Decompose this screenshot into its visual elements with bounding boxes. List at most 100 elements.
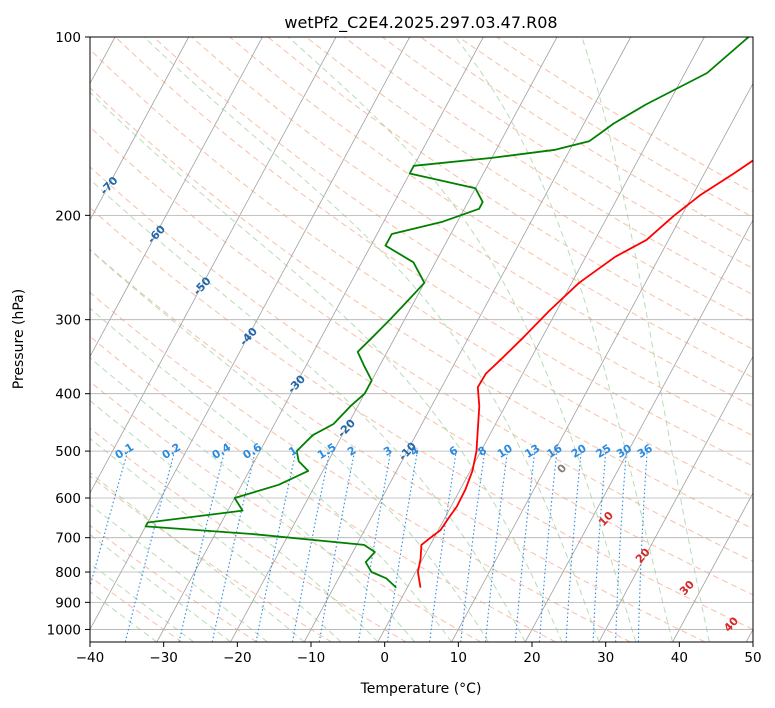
dry-adiabat-line — [90, 166, 753, 596]
mixing-ratio-label: 1.5 — [315, 441, 338, 462]
y-tick-label: 400 — [55, 387, 81, 403]
x-axis: −40 −30 −20 −10 0 10 20 30 40 50 — [76, 642, 762, 666]
plot-area — [90, 37, 753, 642]
x-tick-label: −20 — [223, 650, 252, 666]
mixing-ratio-line — [124, 450, 176, 642]
x-tick-label: −10 — [297, 650, 326, 666]
x-tick-label: 10 — [450, 650, 467, 666]
mixing-ratio-line — [255, 450, 297, 642]
moist-adiabat-line — [581, 37, 710, 642]
mixing-ratio-label: 13 — [522, 442, 542, 461]
mixing-ratio-line — [90, 450, 129, 589]
isotherm-line — [90, 37, 190, 221]
moist-adiabat-line — [90, 178, 526, 642]
x-tick-label: −30 — [149, 650, 178, 666]
moist-adiabat-label: 40 — [721, 614, 741, 634]
moist-adiabat-line — [90, 307, 452, 642]
dry-adiabat-line — [90, 206, 753, 630]
dry-adiabat-line — [90, 248, 706, 642]
dry-adiabat-line — [382, 37, 753, 270]
y-tick-label: 1000 — [47, 622, 81, 638]
moist-adiabat-line — [90, 357, 416, 642]
y-tick-label: 800 — [55, 565, 81, 581]
mixing-ratio-label: 25 — [594, 442, 614, 461]
dry-adiabat-line — [458, 37, 753, 218]
isotherm-line — [90, 37, 337, 494]
isotherm-line — [156, 37, 484, 642]
isotherm-line — [90, 37, 263, 358]
mixing-ratio-label: 20 — [569, 441, 589, 460]
x-tick-label: −40 — [76, 650, 105, 666]
mixing-ratio-line — [386, 451, 418, 642]
moist-adiabat-label: 0 — [555, 461, 570, 476]
x-tick-label: 30 — [597, 650, 614, 666]
moist-adiabat-line — [90, 249, 489, 642]
moist-adiabat-label: 30 — [677, 578, 697, 598]
dry-adiabat-line — [343, 37, 753, 296]
moist-adiabat-line — [287, 37, 637, 642]
mixing-ratio-line — [211, 450, 256, 642]
isotherm-line — [230, 37, 558, 642]
y-tick-label: 600 — [55, 491, 81, 507]
dry-adiabat-line — [90, 291, 631, 642]
x-tick-label: 20 — [523, 650, 540, 666]
dry-adiabat-line — [229, 37, 753, 379]
dry-adiabat-line — [90, 427, 407, 642]
x-tick-label: 40 — [671, 650, 688, 666]
mixing-ratio-label: 0.6 — [241, 440, 265, 462]
isotherm-label: -60 — [145, 222, 168, 246]
mixing-ratio-line — [592, 451, 607, 642]
x-tick-label: 0 — [380, 650, 389, 666]
isotherm-label: -70 — [98, 174, 121, 198]
isopleth-labels: 0.10.20.40.611.52346810131620253036-100-… — [0, 89, 742, 635]
dry-adiabat-line — [90, 575, 183, 642]
mixing-ratio-label: 36 — [635, 441, 655, 460]
mixing-ratio-line — [538, 451, 558, 642]
chart-title: wetPf2_C2E4.2025.297.03.47.R08 — [284, 13, 557, 33]
y-tick-label: 500 — [55, 444, 81, 460]
dry-adiabat-line — [114, 37, 753, 467]
isotherm-line — [598, 355, 753, 642]
mixing-ratio-line — [178, 450, 226, 642]
isotherm-line — [524, 219, 753, 642]
y-tick-label: 700 — [55, 531, 81, 547]
dry-adiabat-line — [153, 37, 753, 437]
moist-adiabat-label: 20 — [633, 545, 653, 565]
temperature-profile-line — [417, 159, 753, 588]
y-tick-label: 300 — [55, 313, 81, 329]
isotherm-line — [377, 37, 705, 642]
mixing-ratio-label: 10 — [495, 441, 515, 460]
mixing-ratio-line — [429, 451, 457, 642]
moist-adiabat-line — [90, 437, 342, 642]
dewpoint-profile-line — [144, 37, 750, 589]
isotherm-line — [90, 37, 411, 631]
dry-adiabat-line — [305, 37, 753, 323]
moist-adiabat-line — [90, 472, 305, 642]
dry-adiabat-line — [90, 48, 753, 498]
dry-adiabat-line — [90, 475, 332, 642]
dry-adiabat-line — [90, 524, 258, 642]
y-axis-label: Pressure (hPa) — [11, 289, 27, 389]
isotherm-label: -40 — [237, 325, 260, 349]
x-axis-label: Temperature (°C) — [360, 681, 482, 697]
isotherm-label: -90 — [0, 89, 19, 113]
mixing-ratio-label: 0.2 — [160, 441, 183, 462]
y-tick-label: 100 — [55, 30, 81, 46]
mixing-ratio-line — [484, 451, 509, 642]
moist-adiabat-line — [90, 91, 563, 642]
isotherm-line — [451, 82, 753, 642]
mixing-ratio-label: 30 — [614, 441, 634, 460]
y-tick-label: 900 — [55, 595, 81, 611]
isotherm-line — [303, 37, 632, 642]
mixing-ratio-line — [615, 451, 627, 642]
y-tick-label: 200 — [55, 208, 81, 224]
dry-adiabat-line — [90, 380, 482, 642]
plot-frame — [89, 36, 754, 643]
moist-adiabat-line — [143, 37, 600, 642]
mixing-ratio-line — [514, 451, 536, 642]
isotherm-line — [672, 492, 753, 642]
mixing-ratio-label: 16 — [545, 441, 565, 460]
y-axis: 100 200 300 400 500 600 700 800 900 1000 — [47, 30, 90, 638]
mixing-ratio-line — [460, 451, 486, 642]
